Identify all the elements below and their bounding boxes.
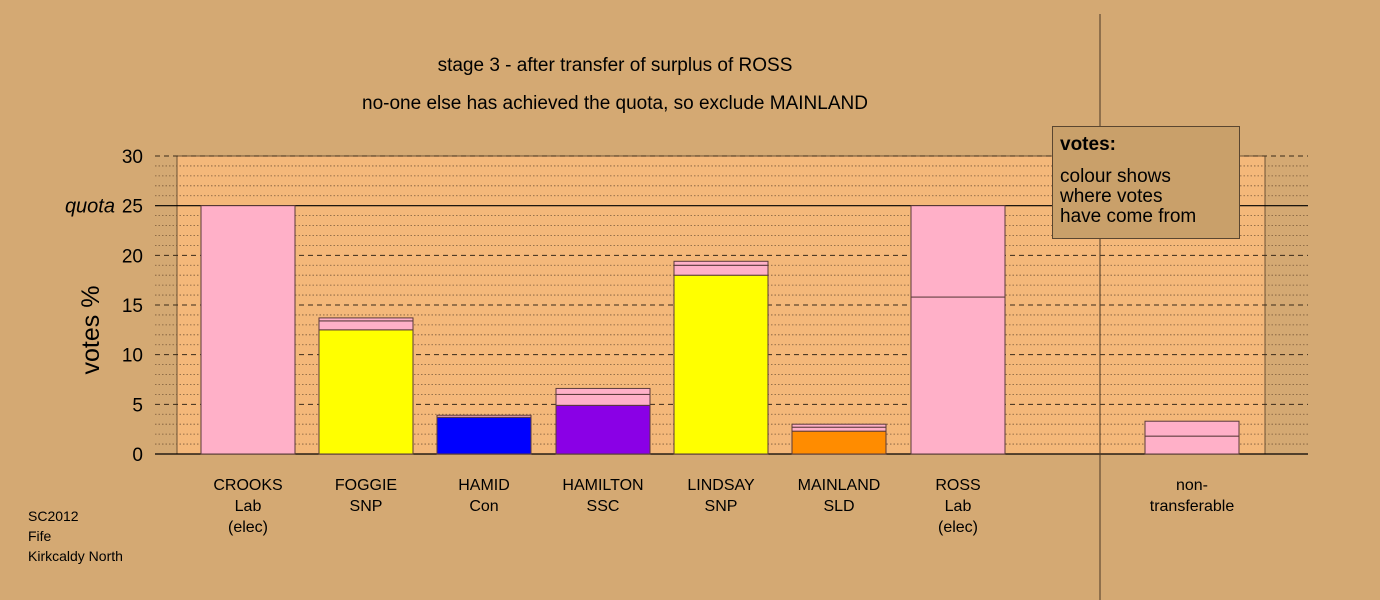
y-tick-label: 25 xyxy=(122,197,143,218)
legend-heading: votes: xyxy=(1060,134,1116,155)
y-tick-label: 30 xyxy=(122,147,143,168)
bar-segment-non-0 xyxy=(1144,435,1240,455)
bar-segment-lindsay-2 xyxy=(673,260,769,266)
category-label: (elec) xyxy=(228,519,268,536)
bar-segment-ross-1 xyxy=(910,205,1006,298)
bar-segment-foggie-0 xyxy=(318,329,414,455)
legend-body: colour shows where votes have come from xyxy=(1060,166,1197,227)
bar-segment-hamilton-0 xyxy=(555,404,651,455)
category-label: CROOKS xyxy=(213,477,282,494)
y-tick-label: 10 xyxy=(122,346,143,367)
bar-segment-hamilton-2 xyxy=(555,387,651,395)
footer-line-2: Fife xyxy=(28,528,52,544)
bar-segment-mainland-0 xyxy=(791,430,887,455)
category-label: LINDSAY xyxy=(687,477,755,494)
category-label: ROSS xyxy=(935,477,980,494)
category-label: SSC xyxy=(587,498,620,515)
category-label: Lab xyxy=(235,498,262,515)
bar-segment-ross-0 xyxy=(910,296,1006,455)
y-axis-label: votes % xyxy=(77,286,105,375)
bar-segment-crooks-0 xyxy=(200,205,296,455)
bar-segment-mainland-1 xyxy=(791,426,887,432)
category-label: SLD xyxy=(823,498,854,515)
category-label: MAINLAND xyxy=(798,477,881,494)
legend-box: votes: colour shows where votes have com… xyxy=(1052,126,1240,239)
quota-label: quota xyxy=(65,196,115,218)
bar-segment-hamid-1 xyxy=(436,414,532,418)
category-label: FOGGIE xyxy=(335,477,397,494)
bar-segment-hamid-0 xyxy=(436,416,532,455)
category-label: SNP xyxy=(350,498,383,515)
y-tick-label: 5 xyxy=(132,395,143,416)
category-label: SNP xyxy=(705,498,738,515)
chart-title: stage 3 - after transfer of surplus of R… xyxy=(437,55,793,76)
y-tick-label: 15 xyxy=(122,296,143,317)
bar-segment-foggie-1 xyxy=(318,320,414,331)
bar-segment-lindsay-0 xyxy=(673,274,769,455)
category-label: transferable xyxy=(1150,498,1235,515)
footer-info: SC2012 Fife Kirkcaldy North xyxy=(28,506,123,566)
y-tick-label: 20 xyxy=(122,246,143,267)
bar-segment-non-1 xyxy=(1144,420,1240,437)
bar-segment-foggie-2 xyxy=(318,317,414,322)
bar-segment-lindsay-1 xyxy=(673,264,769,276)
category-label: HAMID xyxy=(458,477,510,494)
y-tick-label: 0 xyxy=(132,445,143,466)
category-label: (elec) xyxy=(938,519,978,536)
bar-segment-hamilton-1 xyxy=(555,393,651,406)
category-label: HAMILTON xyxy=(562,477,643,494)
footer-line-3: Kirkcaldy North xyxy=(28,548,123,564)
category-label: Con xyxy=(469,498,498,515)
bar-segment-mainland-2 xyxy=(791,423,887,428)
chart-subtitle: no-one else has achieved the quota, so e… xyxy=(362,93,868,114)
category-label: non- xyxy=(1176,477,1208,494)
footer-line-1: SC2012 xyxy=(28,508,79,524)
category-label: Lab xyxy=(945,498,972,515)
